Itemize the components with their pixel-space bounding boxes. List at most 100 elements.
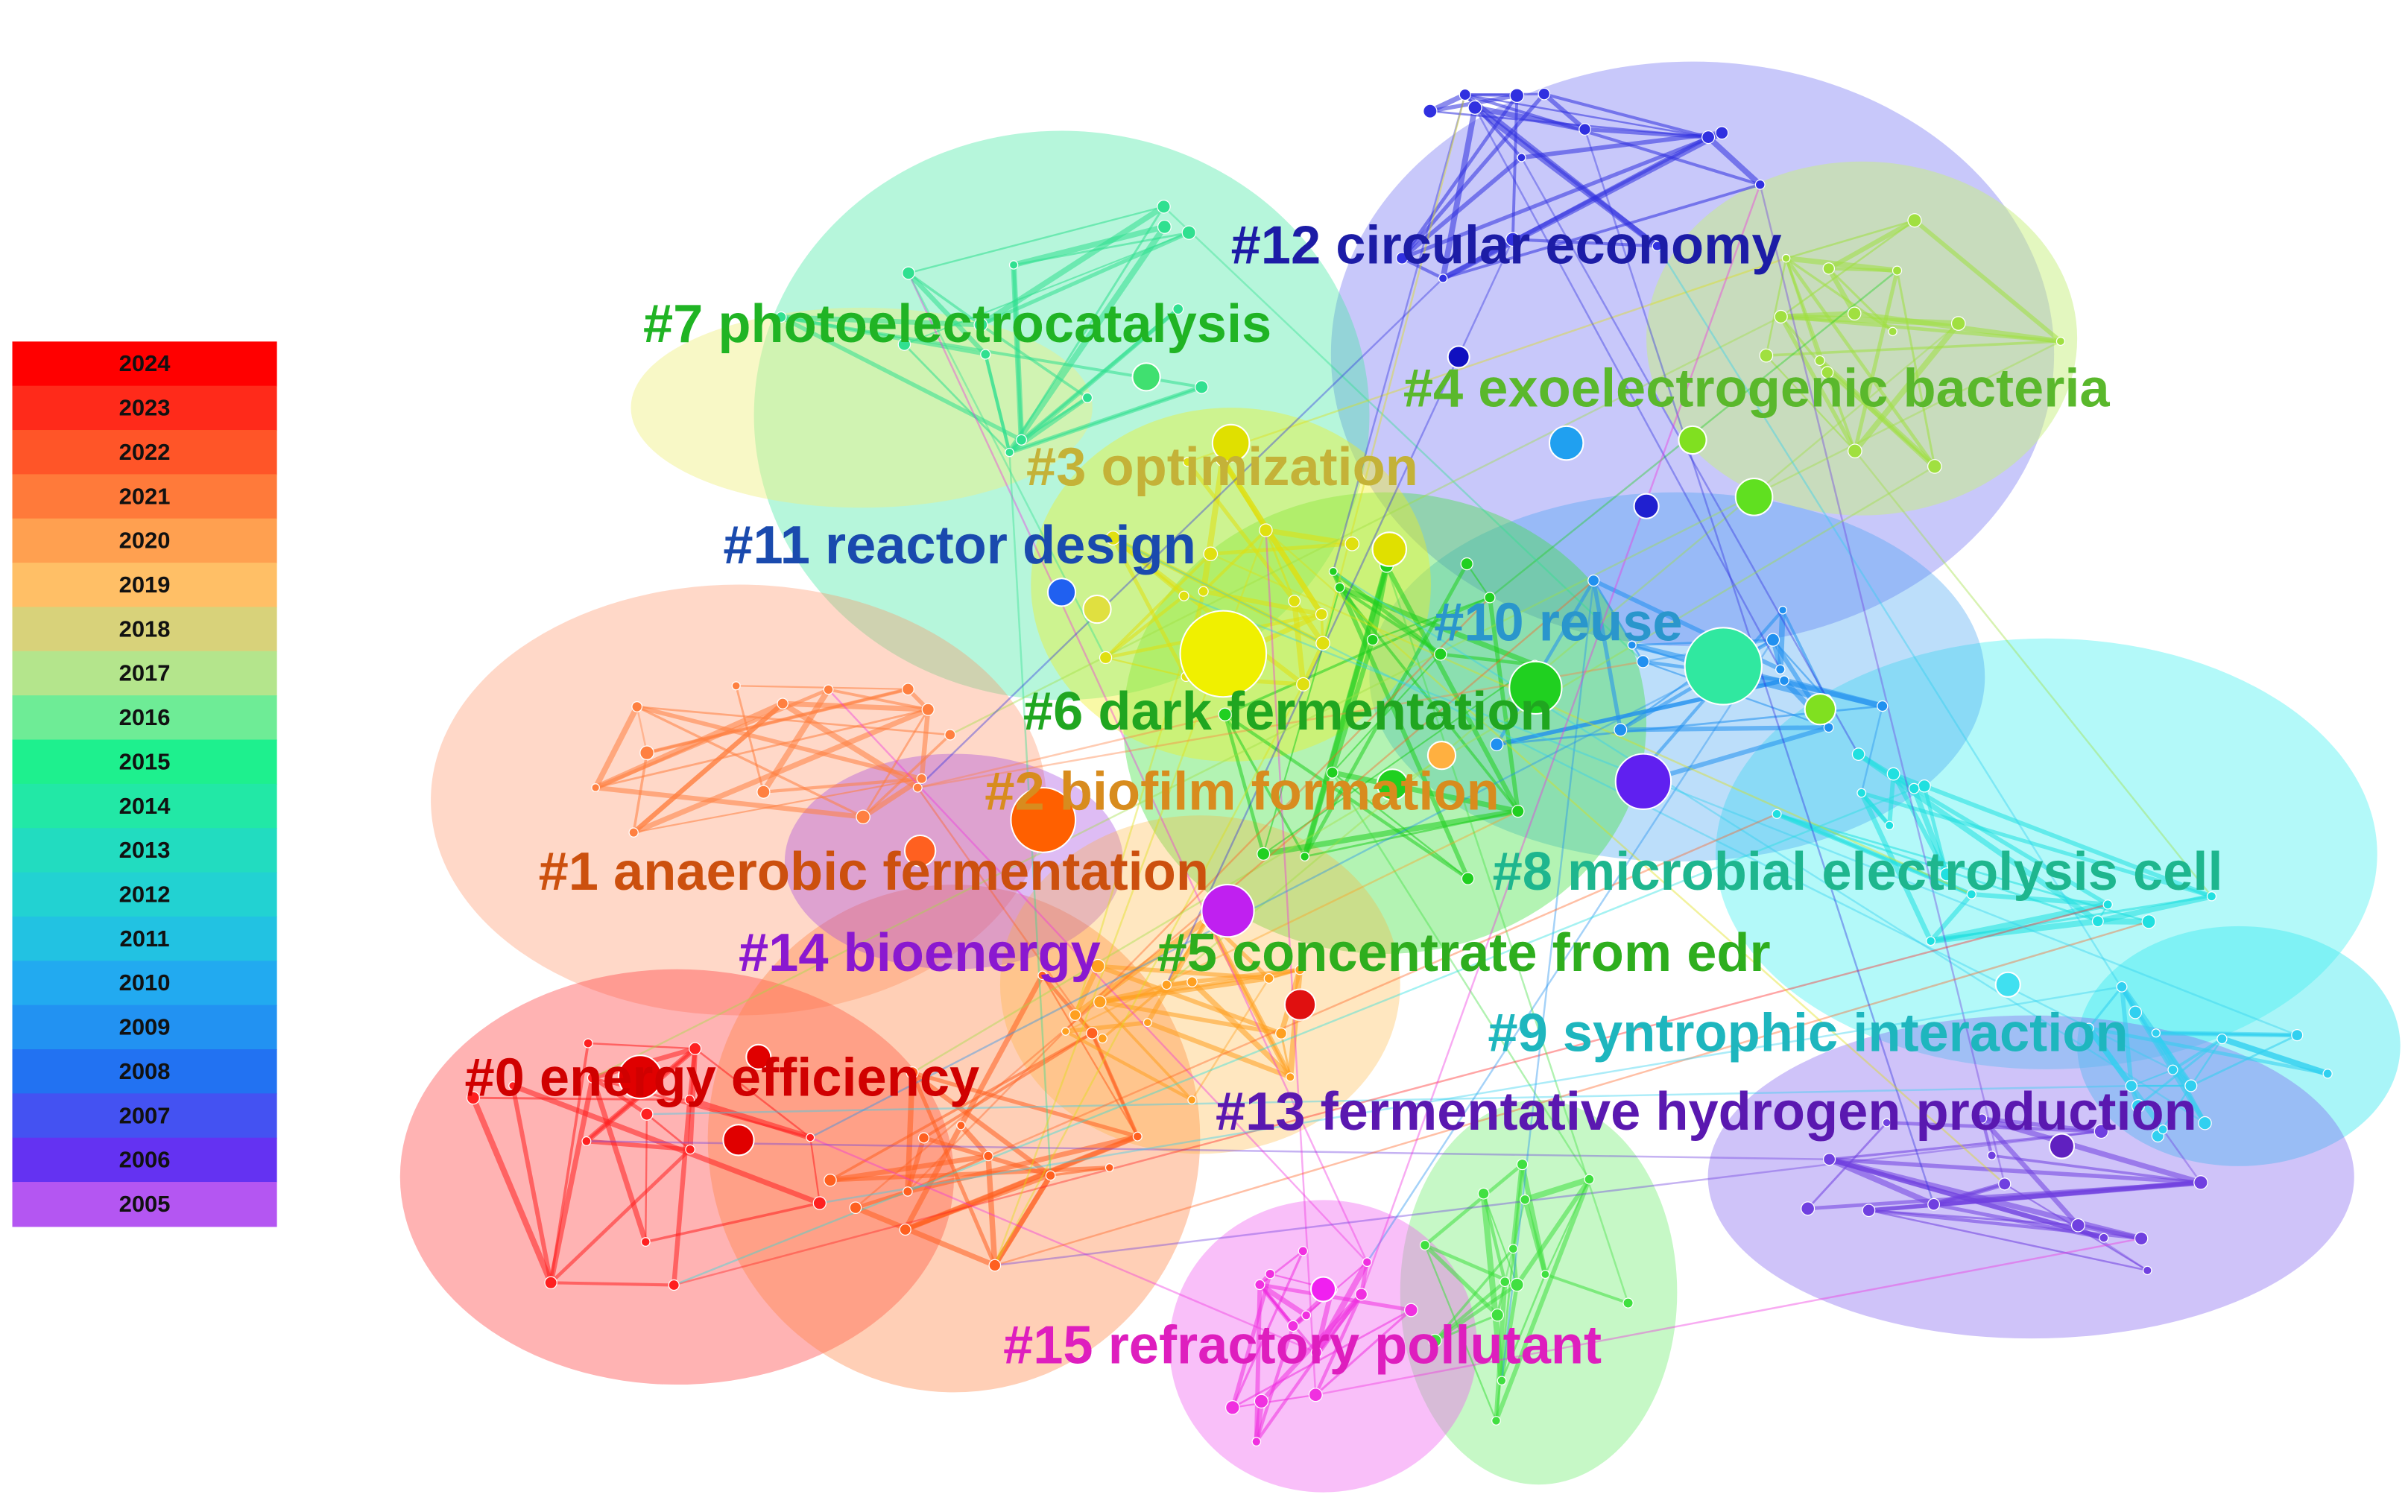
edge [1786, 219, 1915, 259]
legend-year: 2008 [119, 1058, 171, 1084]
edge [1191, 978, 1270, 1101]
cluster-labels: #12 circular economy #7 photoelectrocatal… [464, 216, 2222, 1376]
node [1505, 232, 1520, 247]
edge [1464, 92, 1544, 96]
edge [1827, 371, 1935, 467]
edge [1009, 386, 1202, 454]
edge [862, 776, 923, 820]
edge [1423, 1243, 1500, 1317]
node [823, 684, 834, 695]
node [1286, 1072, 1295, 1082]
legend-year: 2019 [119, 572, 171, 598]
edge [636, 706, 648, 753]
edge [1315, 1309, 1412, 1396]
edge [588, 1042, 695, 1050]
edge [984, 354, 1011, 453]
edge [1401, 130, 1723, 260]
edge [1230, 1273, 1272, 1408]
node [1254, 1279, 1265, 1291]
node [1008, 260, 1019, 270]
node [912, 782, 923, 793]
legend-year: 2017 [119, 660, 171, 686]
legend-year: 2009 [119, 1014, 171, 1040]
node [1987, 1151, 1997, 1160]
edge [1923, 784, 2213, 899]
node [901, 683, 914, 696]
edge [1265, 530, 1295, 602]
edge [949, 315, 1782, 736]
edge [908, 206, 1164, 274]
edge [1520, 156, 1859, 755]
cluster-area [399, 969, 955, 1385]
edge [1982, 1116, 2102, 1134]
edge [919, 709, 931, 779]
node [1315, 607, 1328, 621]
edge [994, 1130, 2102, 1267]
edge [1331, 654, 1441, 774]
edge [1829, 1157, 2202, 1185]
edge [1523, 1198, 1548, 1275]
edge [1500, 1284, 1520, 1382]
cluster-label: #7 photoelectrocatalysis [643, 294, 1271, 354]
node [1633, 493, 1660, 519]
legend-swatch [12, 1005, 277, 1051]
edge [1330, 639, 1375, 774]
edge [958, 974, 1045, 1127]
node [685, 1144, 695, 1155]
node [2134, 1231, 2149, 1246]
node [1093, 995, 1107, 1009]
edge [592, 340, 2061, 1079]
node [2198, 1116, 2212, 1130]
edge [551, 1281, 674, 1287]
node [1300, 852, 1310, 861]
node [1851, 747, 1865, 762]
node [2141, 914, 2156, 929]
node [899, 1223, 911, 1236]
edge [1860, 706, 1884, 794]
node [1224, 1400, 1240, 1415]
node [1105, 1163, 1114, 1172]
cluster-area [1031, 408, 1432, 762]
edge [511, 1085, 554, 1283]
node [1046, 578, 1077, 607]
node [1428, 1333, 1442, 1348]
node [639, 745, 654, 761]
edge [1370, 565, 1390, 641]
node [1201, 884, 1255, 938]
edge [1301, 642, 1325, 686]
node [1715, 126, 1729, 140]
node [2216, 1033, 2228, 1045]
node [1520, 1194, 1531, 1205]
edge [911, 1070, 1139, 1139]
edge [907, 271, 982, 326]
node [1508, 1244, 1518, 1254]
node [777, 698, 789, 709]
edge [735, 685, 765, 793]
node [1822, 262, 1836, 275]
node [1510, 1277, 1524, 1292]
edge [979, 204, 1166, 328]
edge [1301, 565, 1390, 858]
legend-year: 2010 [119, 969, 171, 996]
node [2193, 1175, 2208, 1190]
edge [1828, 267, 1897, 273]
node [1367, 633, 1379, 646]
node [1423, 104, 1438, 118]
edge [1146, 1020, 1292, 1080]
node [1211, 423, 1251, 463]
node [731, 681, 741, 691]
edge [1401, 256, 1444, 280]
node [1371, 531, 1408, 567]
node [1195, 380, 1209, 394]
edge [1930, 901, 2108, 944]
edge [2154, 1031, 2193, 1087]
edge [993, 683, 1304, 1266]
edge [1187, 257, 1786, 464]
node [1426, 741, 1457, 771]
edge [1463, 92, 1659, 248]
node [1684, 627, 1763, 706]
node [1652, 241, 1663, 252]
edge [1111, 536, 1305, 686]
node [1467, 100, 1482, 115]
edge [1856, 752, 1915, 791]
